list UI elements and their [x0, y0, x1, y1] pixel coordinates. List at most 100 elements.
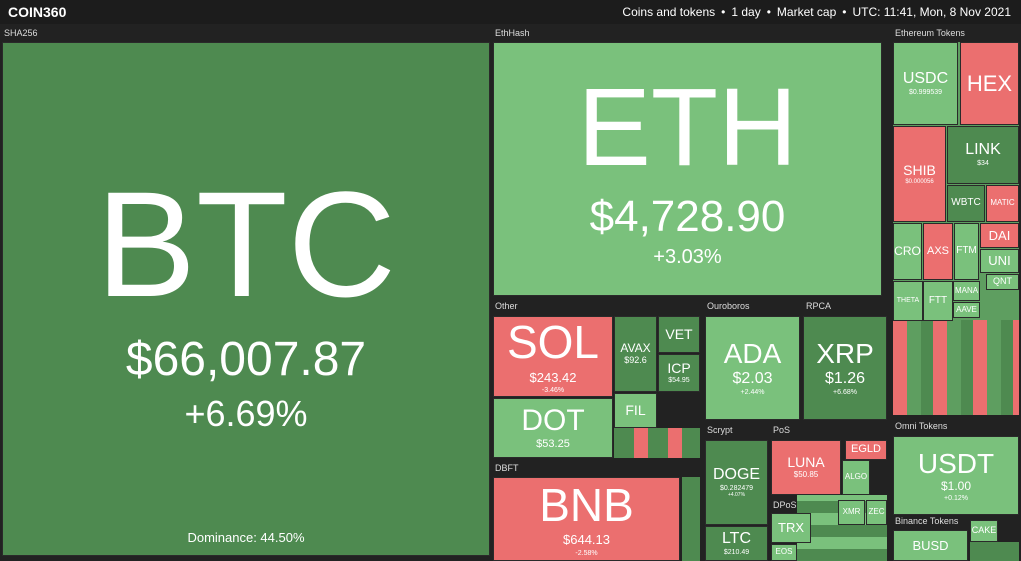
coin-tile[interactable]: ICP $54.95 [658, 354, 700, 392]
group-label: Other [495, 301, 518, 311]
coin-tile[interactable]: ADA $2.03 +2.44% [705, 316, 800, 420]
coin-name: BNB [539, 478, 634, 531]
coin-price: $1.00 [940, 479, 972, 494]
filler [682, 477, 700, 561]
coin-name: AXS [926, 244, 949, 257]
coin-name: ALGO [844, 472, 868, 482]
group-label: EthHash [495, 28, 530, 38]
coin-name: THETA [896, 297, 920, 305]
coin-name: CRO [894, 244, 921, 259]
coin-tile[interactable]: HEX [960, 42, 1019, 125]
coin-name: ICP [667, 360, 691, 377]
coin-name: ZEC [868, 507, 885, 517]
filler [893, 320, 1019, 415]
coin-name: BUSD [912, 537, 949, 553]
coin-price: $50.85 [793, 470, 819, 480]
coin-tile[interactable]: VET [658, 316, 700, 353]
coin-tile[interactable]: XMR [838, 500, 865, 525]
coin-change: +6.69% [184, 392, 308, 434]
coin-change: -2.58% [575, 549, 598, 557]
group-label: DPoS [773, 500, 797, 510]
group-label: RPCA [806, 301, 832, 311]
coin-change: +4.07% [727, 491, 746, 498]
coin-price: $0.000056 [905, 178, 934, 185]
coin-tile[interactable]: FIL [614, 393, 657, 428]
coin-tile[interactable]: UNI [980, 249, 1019, 273]
coin-name: USDT [917, 447, 995, 479]
logo[interactable]: COIN360 [8, 4, 67, 20]
group-label: Omni Tokens [895, 421, 948, 431]
coin-name: LUNA [787, 454, 825, 471]
coin-change: +2.44% [740, 389, 765, 397]
filler [970, 542, 1019, 561]
coin-tile[interactable]: WBTC [947, 185, 985, 222]
menu-item[interactable]: Market cap [776, 5, 837, 19]
coin-tile[interactable]: TRX [771, 513, 811, 543]
coin-tile[interactable]: LINK $34 [947, 126, 1019, 184]
menu-item[interactable]: 1 day [731, 5, 761, 19]
coin-tile[interactable]: THETA [893, 281, 923, 321]
coin-tile[interactable]: SHIB $0.000056 [893, 126, 946, 222]
group-label: Binance Tokens [895, 516, 959, 526]
coin-tile[interactable]: AAVE [953, 302, 980, 318]
coin-tile[interactable]: USDT $1.00 +0.12% [893, 436, 1019, 515]
coin-price: $53.25 [536, 437, 570, 450]
coin-tile[interactable]: MANA [953, 281, 980, 301]
coin-name: EOS [775, 547, 793, 557]
coin-tile[interactable]: LTC $210.49 [705, 526, 768, 561]
coin-name: UNI [988, 253, 1011, 269]
coin-tile[interactable]: FTM [954, 223, 979, 280]
menu: Coins and tokens • 1 day • Market cap • UTC… [622, 5, 1011, 19]
coin-name: BTC [96, 159, 396, 328]
coin-tile[interactable]: DAI [980, 223, 1019, 248]
coin-tile[interactable]: ALGO [842, 460, 870, 495]
coin-price: $243.42 [529, 369, 577, 385]
coin-name: EGLD [851, 443, 881, 456]
coin-tile[interactable]: DOT $53.25 [493, 398, 613, 458]
coin-price: $1.26 [824, 369, 866, 387]
coin-tile[interactable]: BTC $66,007.87 +6.69% [2, 42, 490, 556]
coin-tile[interactable]: XRP $1.26 +6.68% [803, 316, 887, 420]
coin-tile[interactable]: CRO [893, 223, 922, 280]
coin-name: SHIB [903, 162, 936, 178]
coin-tile[interactable]: EOS [771, 544, 797, 561]
coin-change: +0.12% [944, 494, 968, 502]
coin-tile[interactable]: USDC $0.999539 [893, 42, 958, 125]
group-label: DBFT [495, 463, 519, 473]
coin-name: MATIC [990, 198, 1015, 208]
coin-name: TRX [778, 520, 804, 536]
coin-name: DOGE [712, 465, 761, 483]
coin-price: $66,007.87 [125, 333, 367, 387]
filler [614, 428, 700, 458]
coin-tile[interactable]: BNB $644.13 -2.58% [493, 477, 680, 561]
coin-name: XMR [842, 507, 861, 517]
coin-tile[interactable]: FTT [923, 281, 953, 321]
coin-price: $34 [977, 160, 989, 168]
coin-change: +3.03% [653, 246, 722, 269]
coin-price: $4,728.90 [589, 192, 786, 242]
coin-name: USDC [902, 69, 949, 87]
group-label: Scrypt [707, 425, 733, 435]
coin-tile[interactable]: ZEC [866, 500, 887, 525]
coin-tile[interactable]: AVAX $92.6 [614, 316, 657, 392]
coin-name: ETH [577, 65, 798, 189]
coin-tile[interactable]: SOL $243.42 -3.46% [493, 316, 613, 397]
coin-name: FIL [625, 402, 646, 419]
coin-name: AVAX [620, 341, 651, 356]
coin-tile[interactable]: BUSD [893, 530, 968, 561]
coin-tile[interactable]: MATIC [986, 185, 1019, 222]
menu-item[interactable]: Coins and tokens [622, 5, 716, 19]
group-label: Ouroboros [707, 301, 750, 311]
coin-tile[interactable]: ETH $4,728.90 +3.03% [493, 42, 882, 296]
coin-tile[interactable]: LUNA $50.85 [771, 440, 841, 495]
coin-price: $0.999539 [908, 88, 943, 96]
coin-tile[interactable]: DOGE $0.282479 +4.07% [705, 440, 768, 525]
coin-tile[interactable]: EGLD [845, 440, 887, 460]
coin-tile[interactable]: CAKE [970, 520, 998, 542]
coin-name: LINK [965, 141, 1001, 159]
coin-price: $92.6 [624, 355, 647, 366]
coin-price: $210.49 [723, 548, 750, 556]
coin-tile[interactable]: AXS [923, 223, 953, 280]
coin-tile[interactable]: QNT [986, 274, 1019, 290]
